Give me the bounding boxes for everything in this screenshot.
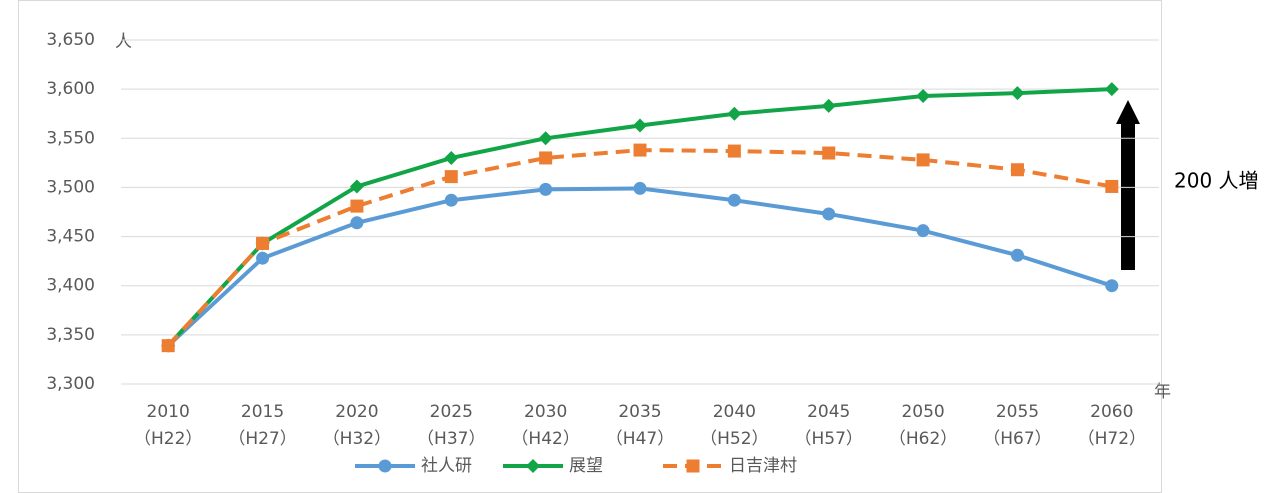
x-tick-label: （H37） [417, 429, 485, 449]
data-point [539, 151, 553, 165]
x-tick-label: 2045 [807, 402, 850, 422]
legend-label: 日吉津村 [729, 456, 797, 476]
data-point [822, 207, 836, 221]
x-tick-label: 2040 [713, 402, 756, 422]
x-tick-label: （H47） [606, 429, 674, 449]
legend-label: 社人研 [421, 456, 472, 476]
data-point [916, 153, 930, 167]
x-tick-label: 2030 [524, 402, 567, 422]
y-tick-label: 3,550 [46, 128, 95, 148]
data-point [161, 339, 175, 353]
data-point [539, 182, 553, 196]
x-tick-label: 2020 [335, 402, 378, 422]
data-point [444, 170, 458, 184]
legend-marker [686, 459, 700, 473]
x-tick-label: 2060 [1090, 402, 1133, 422]
data-point [256, 251, 270, 265]
data-point [350, 216, 364, 230]
y-tick-label: 3,300 [46, 374, 95, 394]
x-tick-label: 2035 [618, 402, 661, 422]
x-tick-label: 2025 [430, 402, 473, 422]
x-tick-label: （H67） [983, 429, 1051, 449]
x-tick-label: （H32） [323, 429, 391, 449]
data-point [1010, 86, 1025, 101]
x-tick-label: 2055 [996, 402, 1039, 422]
data-point [633, 143, 647, 157]
data-point [916, 224, 930, 238]
y-tick-label: 3,350 [46, 325, 95, 345]
x-tick-label: （H52） [700, 429, 768, 449]
data-point [1105, 279, 1119, 293]
data-point [1010, 248, 1024, 262]
x-tick-label: （H42） [511, 429, 579, 449]
y-tick-label: 3,650 [46, 30, 95, 50]
x-unit: 年 [1154, 382, 1171, 402]
data-point [633, 181, 647, 195]
data-point [822, 146, 836, 160]
data-point [1104, 82, 1119, 97]
x-tick-label: （H62） [889, 429, 957, 449]
y-tick-label: 3,600 [46, 79, 95, 99]
x-tick-label: （H27） [228, 429, 296, 449]
data-point [444, 193, 458, 207]
arrow-head [1116, 100, 1140, 124]
annotation: 200 人増 [1174, 169, 1259, 193]
x-tick-label: 2015 [241, 402, 284, 422]
y-tick-label: 3,500 [46, 177, 95, 197]
data-point [350, 199, 364, 213]
x-tick-label: （H72） [1078, 429, 1146, 449]
x-tick-label: （H57） [795, 429, 863, 449]
data-point [633, 118, 647, 133]
data-point [1010, 163, 1024, 177]
data-point [349, 179, 364, 194]
x-tick-label: 2050 [901, 402, 944, 422]
legend-marker [378, 459, 392, 473]
data-point [727, 106, 742, 121]
data-point [727, 193, 741, 207]
data-point [444, 150, 459, 165]
y-tick-label: 3,400 [46, 276, 95, 296]
legend-marker [526, 459, 540, 473]
data-point [1105, 179, 1119, 193]
y-unit: 人 [115, 32, 132, 52]
data-point [727, 144, 741, 158]
y-tick-label: 3,450 [46, 227, 95, 247]
x-tick-label: 2010 [147, 402, 190, 422]
data-point [256, 236, 270, 250]
data-point [821, 98, 836, 113]
data-point [916, 89, 931, 104]
data-point [538, 131, 553, 146]
legend-label: 展望 [569, 456, 603, 476]
chart-frame [18, 0, 1162, 493]
x-tick-label: （H22） [134, 429, 202, 449]
